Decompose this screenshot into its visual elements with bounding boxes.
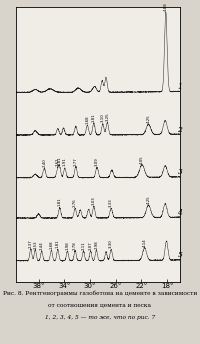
Text: 1.91: 1.91 bbox=[63, 158, 67, 166]
Text: от соотношения цемента и песка: от соотношения цемента и песка bbox=[48, 303, 152, 308]
Text: 3.25: 3.25 bbox=[105, 112, 109, 121]
Text: 5: 5 bbox=[177, 251, 182, 259]
Text: 3.10: 3.10 bbox=[101, 114, 105, 122]
Text: 1: 1 bbox=[177, 83, 182, 91]
Text: 2.76: 2.76 bbox=[73, 198, 77, 207]
Text: 3: 3 bbox=[177, 168, 182, 176]
Text: 1.68: 1.68 bbox=[85, 115, 89, 123]
Text: 2.61: 2.61 bbox=[56, 158, 60, 166]
Text: 2.98: 2.98 bbox=[94, 240, 98, 248]
Text: 3.03: 3.03 bbox=[92, 196, 96, 205]
Text: 4.88: 4.88 bbox=[164, 2, 168, 11]
Text: 2.37: 2.37 bbox=[29, 239, 33, 248]
Text: 1.53: 1.53 bbox=[33, 240, 37, 249]
Text: 2.11: 2.11 bbox=[82, 241, 86, 250]
Text: 3.30: 3.30 bbox=[109, 239, 113, 248]
Text: 2.44: 2.44 bbox=[40, 241, 44, 250]
Text: 1.81: 1.81 bbox=[92, 113, 96, 122]
Text: 2.07: 2.07 bbox=[89, 241, 93, 250]
Text: 1.81: 1.81 bbox=[58, 156, 62, 165]
Text: 4.05: 4.05 bbox=[140, 155, 144, 164]
Text: 3.09: 3.09 bbox=[95, 157, 99, 166]
Text: 2: 2 bbox=[177, 126, 182, 133]
Text: 2.40: 2.40 bbox=[42, 159, 46, 167]
Text: 3.33: 3.33 bbox=[109, 198, 113, 207]
Text: 2.78: 2.78 bbox=[73, 241, 77, 250]
Text: 1.68: 1.68 bbox=[49, 241, 53, 249]
Text: 4: 4 bbox=[177, 208, 182, 217]
Text: 1, 2, 3, 4, 5 — то же, что по рис. 7: 1, 2, 3, 4, 5 — то же, что по рис. 7 bbox=[45, 315, 155, 320]
Text: 4.25: 4.25 bbox=[146, 195, 150, 204]
Text: 4.25: 4.25 bbox=[146, 115, 150, 123]
Text: 2.77: 2.77 bbox=[74, 157, 78, 165]
Text: 1.81: 1.81 bbox=[58, 198, 62, 206]
Text: 1.98: 1.98 bbox=[65, 241, 69, 249]
Text: Рис. 8. Рентгенограммы газобетона на цементе в зависимости: Рис. 8. Рентгенограммы газобетона на цем… bbox=[3, 291, 197, 296]
Text: 4.14: 4.14 bbox=[143, 238, 147, 247]
Text: 1.81: 1.81 bbox=[56, 239, 60, 248]
